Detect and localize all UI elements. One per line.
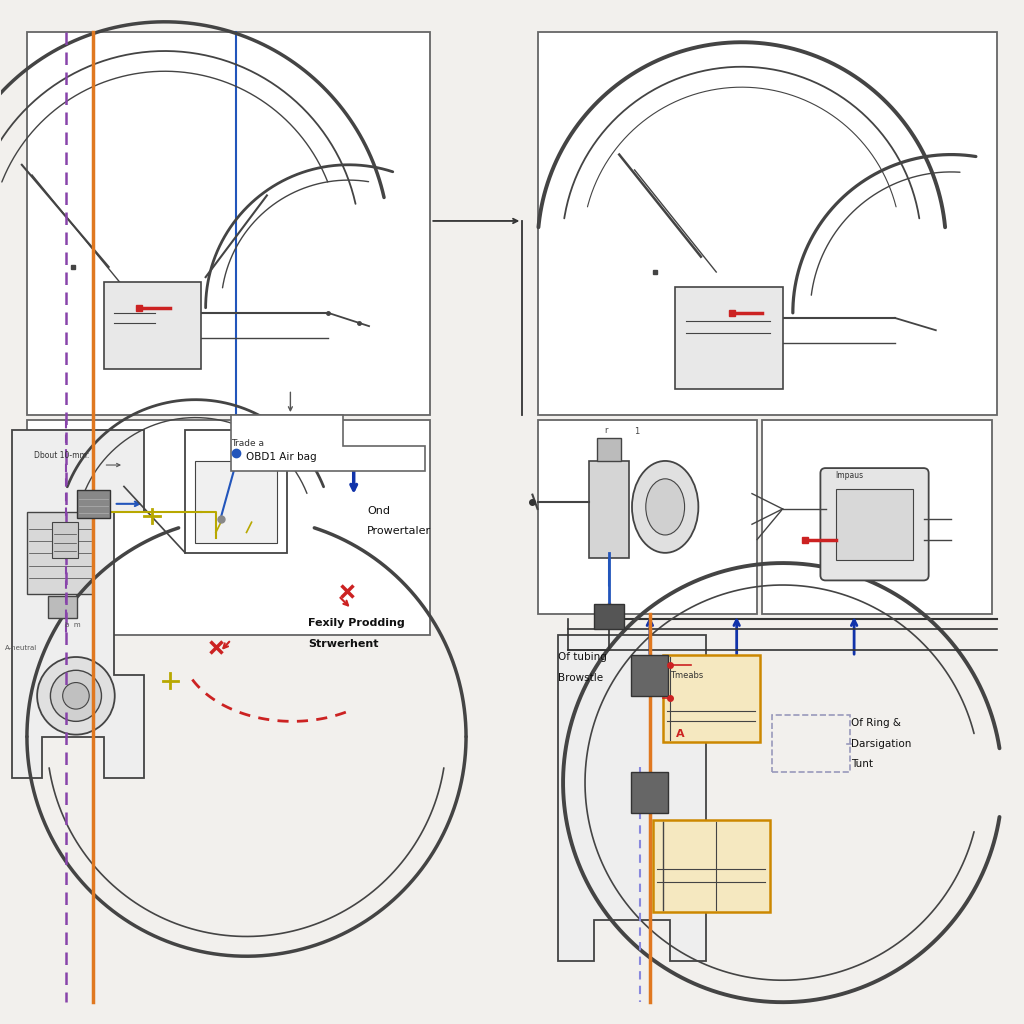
Text: r: r: [604, 426, 607, 435]
Bar: [594, 604, 625, 630]
Text: Strwerhent: Strwerhent: [308, 639, 378, 649]
Bar: [27, 512, 93, 594]
Text: Trade a: Trade a: [231, 438, 264, 447]
Bar: [52, 522, 78, 558]
FancyBboxPatch shape: [820, 468, 929, 581]
Text: 1: 1: [635, 427, 640, 436]
Text: A: A: [677, 729, 685, 738]
Bar: [762, 420, 992, 614]
Bar: [632, 772, 669, 813]
Circle shape: [50, 671, 101, 721]
Polygon shape: [231, 415, 425, 471]
Polygon shape: [558, 635, 706, 962]
Bar: [653, 820, 770, 912]
Text: Of Ring &: Of Ring &: [851, 719, 901, 728]
Text: Impaus: Impaus: [836, 471, 864, 480]
Circle shape: [62, 683, 89, 709]
Bar: [196, 461, 278, 543]
Text: Ond: Ond: [367, 506, 390, 516]
Text: Browstle: Browstle: [558, 673, 603, 683]
Text: Fexily Prodding: Fexily Prodding: [308, 618, 404, 629]
Bar: [27, 32, 430, 415]
Bar: [676, 288, 782, 389]
Bar: [27, 420, 430, 635]
Ellipse shape: [646, 479, 685, 535]
Bar: [77, 489, 110, 518]
Circle shape: [37, 657, 115, 734]
Bar: [103, 283, 201, 369]
Text: Prowertaler: Prowertaler: [367, 526, 431, 537]
Text: b  m: b m: [65, 623, 80, 629]
Bar: [538, 32, 997, 415]
Bar: [48, 596, 77, 618]
Text: A-neutral: A-neutral: [4, 645, 37, 651]
Bar: [589, 461, 630, 558]
Bar: [597, 438, 622, 461]
Bar: [836, 488, 913, 560]
Text: Of tubing: Of tubing: [558, 652, 607, 663]
Text: Dbout 10-mm:: Dbout 10-mm:: [34, 451, 89, 460]
Bar: [632, 655, 669, 696]
Ellipse shape: [632, 461, 698, 553]
Text: Tmeabs: Tmeabs: [671, 672, 703, 681]
Text: Darsigation: Darsigation: [851, 739, 911, 749]
Text: OBD1 Air bag: OBD1 Air bag: [247, 452, 317, 462]
Polygon shape: [11, 430, 144, 777]
Text: Tunt: Tunt: [851, 760, 873, 769]
Bar: [664, 655, 760, 741]
Bar: [185, 430, 288, 553]
Bar: [538, 420, 757, 614]
